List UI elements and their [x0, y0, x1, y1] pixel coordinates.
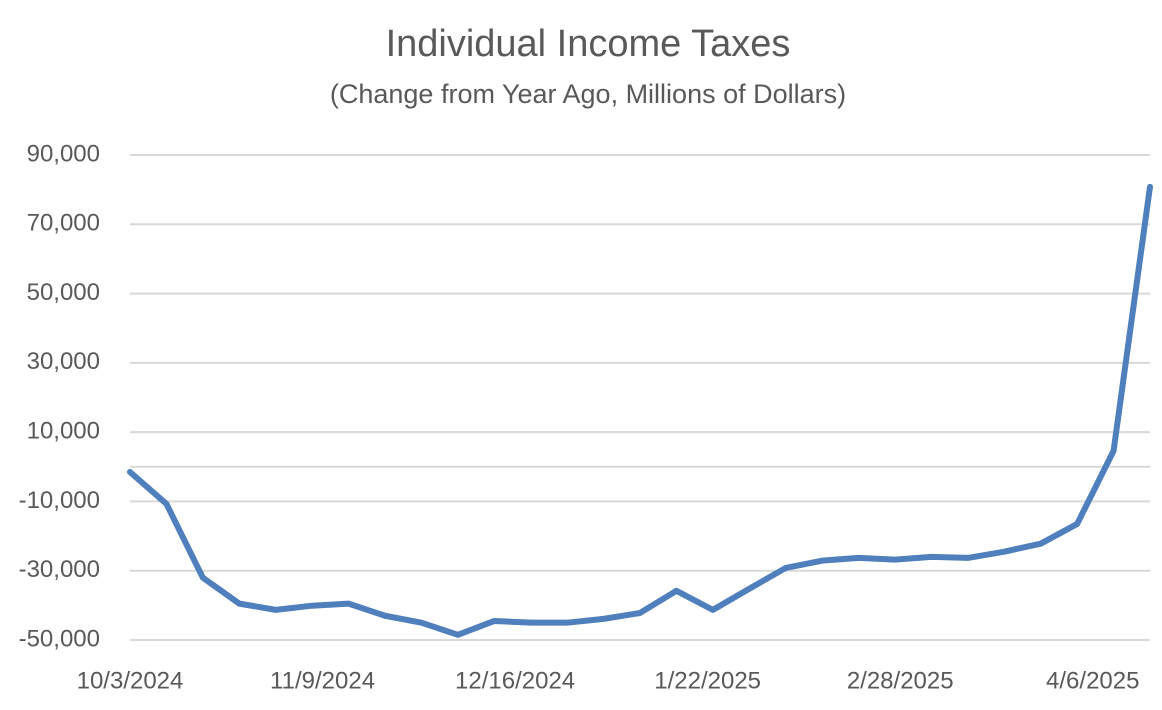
x-tick-label: 4/6/2025	[1046, 667, 1139, 694]
y-tick-label: 70,000	[27, 210, 100, 237]
data-line	[127, 183, 1153, 638]
y-tick-label: 90,000	[27, 140, 100, 167]
x-tick-label: 11/9/2024	[270, 667, 375, 694]
x-tick-label: 10/3/2024	[77, 667, 184, 694]
x-tick-label: 12/16/2024	[455, 667, 575, 694]
x-tick-label: 2/28/2025	[847, 667, 954, 694]
chart-subtitle: (Change from Year Ago, Millions of Dolla…	[330, 79, 846, 109]
chart-title: Individual Income Taxes	[386, 23, 791, 65]
y-tick-label: -50,000	[19, 625, 100, 652]
y-tick-label: 10,000	[27, 417, 100, 444]
y-tick-label: -30,000	[19, 556, 100, 583]
y-tick-label: 30,000	[27, 348, 100, 375]
x-tick-label: 1/22/2025	[654, 667, 761, 694]
y-tick-label: -10,000	[19, 487, 100, 514]
y-tick-label: 50,000	[27, 279, 100, 306]
